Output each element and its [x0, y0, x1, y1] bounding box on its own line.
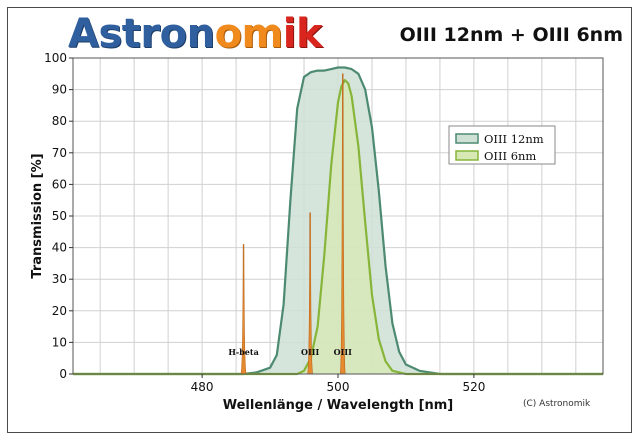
legend: OIII 12nm OIII 6nm	[448, 125, 556, 165]
y-tick-label: 20	[52, 304, 67, 318]
y-tick-label: 40	[52, 241, 67, 255]
emission-line-2	[339, 73, 346, 375]
legend-swatch-oiii-6nm	[455, 150, 479, 161]
legend-label-oiii-12nm: OIII 12nm	[484, 132, 544, 146]
y-tick-label: 80	[52, 114, 67, 128]
y-tick-label: 60	[52, 177, 67, 191]
y-tick-label: 50	[52, 209, 67, 223]
legend-label-oiii-6nm: OIII 6nm	[484, 149, 536, 163]
series-area-oiii-6nm	[73, 80, 603, 374]
legend-swatch-oiii-12nm	[455, 133, 479, 144]
copyright-text: (C) Astronomik	[523, 399, 591, 409]
emission-line-label-1: OIII	[301, 347, 319, 357]
x-tick-label: 520	[462, 380, 485, 394]
logo-text: Astronomik	[68, 11, 323, 57]
emission-line-0	[240, 244, 247, 375]
series-line-oiii-12nm	[73, 66, 603, 376]
x-tick-label: 500	[327, 380, 350, 394]
x-axis-label: Wellenlänge / Wavelength [nm]	[223, 398, 454, 413]
emission-line-label-0: H-beta	[228, 347, 258, 357]
y-tick-label: 30	[52, 272, 67, 286]
y-tick-label: 0	[59, 367, 67, 381]
y-tick-label: 100	[44, 51, 67, 65]
x-tick-label: 480	[191, 380, 214, 394]
y-tick-label: 70	[52, 146, 67, 160]
y-tick-label: 10	[52, 335, 67, 349]
emission-line-1	[307, 212, 314, 375]
series-line-oiii-6nm	[73, 78, 603, 376]
emission-line-label-2: OIII	[334, 347, 352, 357]
astronomik-logo: Astronomik	[68, 11, 323, 57]
chart-title: OIII 12nm + OIII 6nm	[399, 24, 623, 46]
y-axis-label: Transmission [%]	[30, 153, 45, 278]
y-tick-label: 90	[52, 83, 67, 97]
